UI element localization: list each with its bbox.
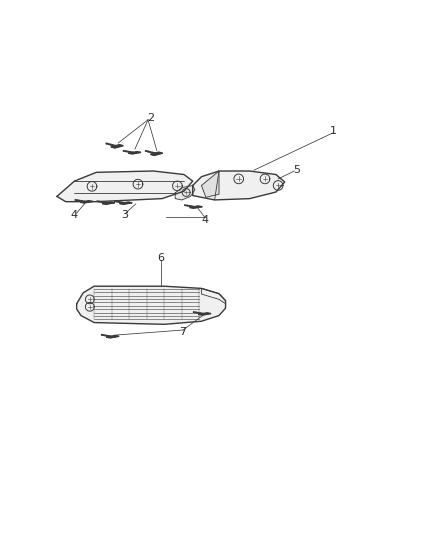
Polygon shape [190, 206, 202, 208]
Polygon shape [106, 336, 119, 338]
Text: 4: 4 [70, 210, 77, 220]
Text: 5: 5 [293, 165, 300, 175]
Text: 7: 7 [180, 327, 187, 337]
Polygon shape [193, 171, 285, 200]
Text: 6: 6 [158, 253, 165, 263]
Text: 3: 3 [121, 210, 128, 220]
Polygon shape [128, 152, 141, 154]
Text: 4: 4 [201, 215, 208, 224]
Polygon shape [150, 152, 162, 156]
Polygon shape [80, 201, 93, 203]
Text: 2: 2 [148, 112, 155, 123]
Polygon shape [201, 171, 219, 197]
Polygon shape [175, 185, 195, 200]
Polygon shape [198, 313, 211, 315]
Polygon shape [111, 144, 123, 148]
Polygon shape [102, 202, 115, 204]
Polygon shape [77, 286, 226, 324]
Text: 1: 1 [329, 126, 336, 136]
Polygon shape [57, 171, 193, 201]
Polygon shape [120, 202, 132, 204]
